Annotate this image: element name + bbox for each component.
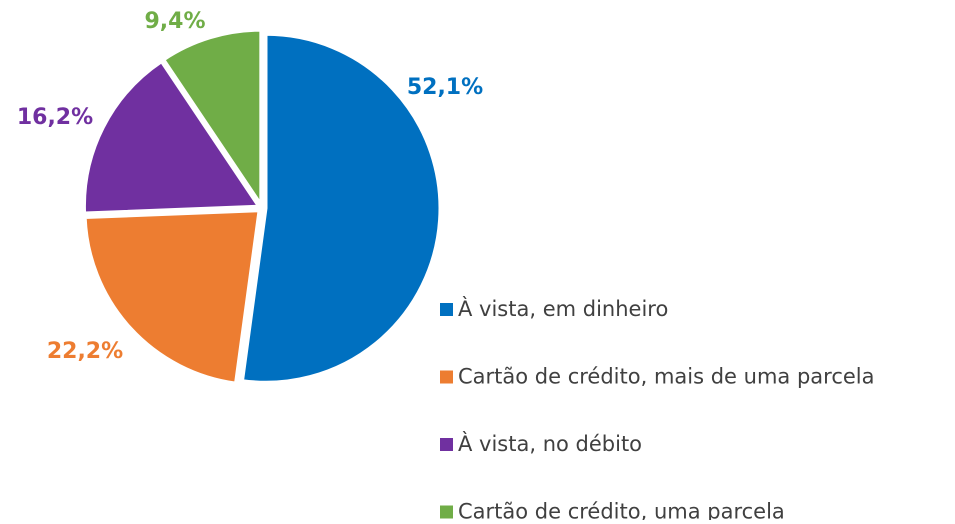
- data-label: 16,2%: [17, 105, 93, 130]
- pie-slice: [82, 59, 262, 215]
- data-label: 52,1%: [407, 75, 483, 100]
- data-label: 22,2%: [47, 339, 123, 364]
- legend-label: Cartão de crédito, mais de uma parcela: [458, 365, 875, 389]
- pie-slice: [161, 28, 263, 210]
- legend-label: Cartão de crédito, uma parcela: [458, 500, 785, 521]
- pie-slice: [240, 32, 442, 384]
- legend-swatch: [440, 303, 453, 316]
- legend-swatch: [440, 370, 453, 384]
- legend-swatch: [440, 505, 453, 519]
- pie-slice: [83, 209, 261, 385]
- legend-label: À vista, em dinheiro: [458, 296, 668, 321]
- legend-swatch: [440, 438, 453, 451]
- data-label: 9,4%: [144, 9, 205, 34]
- legend-label: À vista, no débito: [458, 431, 642, 456]
